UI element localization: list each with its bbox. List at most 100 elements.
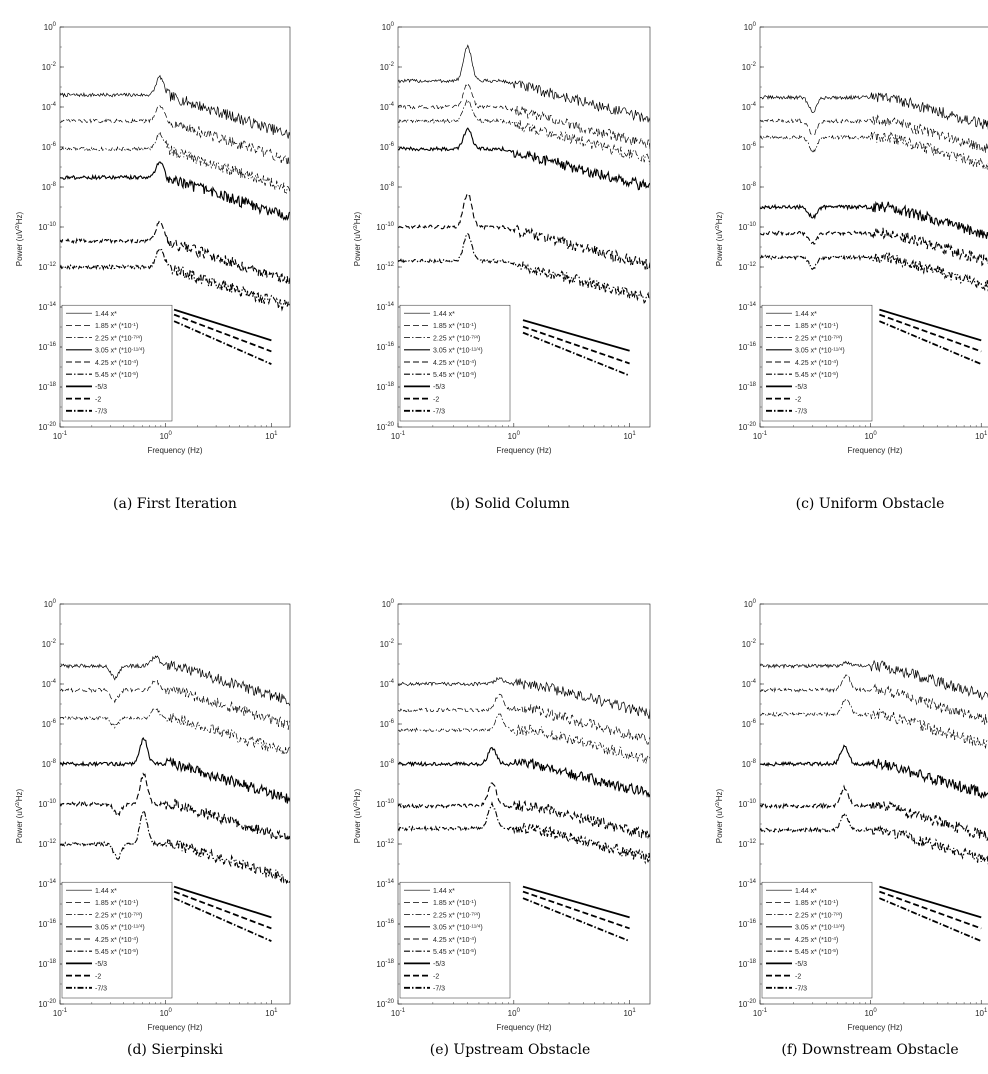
y-tick-label: 10-2 [742, 639, 757, 649]
y-tick-label: 10-4 [742, 102, 757, 112]
reference-slope-line [522, 897, 630, 942]
series-line [760, 227, 988, 267]
y-axis-ticks: 10-20 10-18 10-16 10-14 10-12 10-10 10-8 10-6 10… [738, 22, 764, 432]
legend-label: 1.44 x* [433, 888, 455, 895]
legend-box [61, 881, 173, 999]
legend-label: 2.25 x* (*10-7/4) [795, 334, 842, 343]
reference-slope-line [173, 320, 272, 365]
x-tick-label: 100 [160, 1008, 173, 1018]
reference-slope-line [879, 320, 982, 365]
legend: 1.44 x* 1.85 x* (*10-1) 2.25 x* (*10-7/4) 3… [399, 304, 511, 422]
legend-label: 5.45 x* (*10-5) [795, 948, 838, 957]
legend-label: -7/3 [95, 986, 107, 993]
y-tick-label: 10-14 [38, 302, 56, 312]
y-tick-label: 10-2 [380, 639, 395, 649]
y-axis-label: Power (uV2/Hz) [353, 211, 362, 266]
x-tick-label: 101 [265, 431, 278, 441]
y-tick-label: 10-10 [376, 222, 394, 232]
y-tick-label: 10-10 [38, 799, 56, 809]
chart-panel-d: 10-20 10-18 10-16 10-14 10-12 10-10 10-8 10-6 10… [15, 599, 291, 1032]
y-tick-label: 10-18 [738, 959, 756, 969]
x-axis-label: Frequency (Hz) [147, 446, 202, 455]
x-tick-label: 10-1 [391, 431, 406, 441]
legend-label: 2.25 x* (*10-7/4) [433, 911, 480, 920]
y-tick-label: 10-10 [376, 799, 394, 809]
series-line [60, 706, 290, 756]
y-axis-ticks: 10-20 10-18 10-16 10-14 10-12 10-10 10-8 10-6 10… [376, 22, 402, 432]
y-tick-label: 10-6 [742, 142, 757, 152]
series-line [398, 801, 650, 865]
series-group [760, 92, 988, 292]
legend-label: -7/3 [433, 409, 445, 416]
series-line [398, 782, 650, 840]
legend-label: 1.85 x* (*10-1) [95, 899, 138, 908]
y-tick-label: 10-4 [42, 102, 57, 112]
y-tick-label: 100 [744, 599, 757, 609]
y-tick-label: 10-14 [376, 302, 394, 312]
legend-label: -5/3 [95, 384, 107, 391]
legend-label: -2 [795, 973, 801, 980]
x-axis-ticks: 10-1 100 101 [753, 1000, 988, 1018]
chart-panel-e: 10-20 10-18 10-16 10-14 10-12 10-10 10-8 10-6 10… [353, 599, 651, 1032]
y-tick-label: 10-10 [38, 222, 56, 232]
reference-slope-line [522, 325, 630, 365]
legend: 1.44 x* 1.85 x* (*10-1) 2.25 x* (*10-7/4) 3… [399, 881, 511, 999]
y-tick-label: 100 [44, 22, 57, 32]
legend-label: 3.05 x* (*10-11/4) [433, 923, 483, 932]
y-tick-label: 10-14 [38, 879, 56, 889]
y-tick-label: 10-2 [742, 62, 757, 72]
reference-slope-line [879, 308, 982, 342]
x-tick-label: 100 [864, 1008, 877, 1018]
reference-slope-line [879, 890, 982, 930]
legend: 1.44 x* 1.85 x* (*10-1) 2.25 x* (*10-7/4) 3… [761, 304, 873, 422]
reference-slope-line [173, 313, 272, 353]
x-tick-label: 100 [864, 431, 877, 441]
series-line [60, 655, 290, 707]
x-axis-label: Frequency (Hz) [147, 1023, 202, 1032]
y-tick-label: 10-16 [738, 342, 756, 352]
y-tick-label: 10-2 [380, 62, 395, 72]
y-tick-label: 10-18 [376, 959, 394, 969]
y-tick-label: 10-20 [376, 999, 394, 1009]
series-line [760, 812, 988, 865]
x-tick-label: 101 [265, 1008, 278, 1018]
y-tick-label: 10-8 [42, 759, 57, 769]
legend-label: 4.25 x* (*10-4) [795, 358, 838, 367]
y-tick-label: 10-2 [42, 639, 57, 649]
series-line [60, 772, 290, 841]
legend: 1.44 x* 1.85 x* (*10-1) 2.25 x* (*10-7/4) 3… [761, 881, 873, 999]
series-group [398, 676, 650, 865]
series-line [760, 114, 988, 154]
legend-label: 1.44 x* [433, 311, 455, 318]
legend-label: -2 [433, 396, 439, 403]
legend-label: 2.25 x* (*10-7/4) [95, 334, 142, 343]
y-tick-label: 100 [44, 599, 57, 609]
chart-panel-c: 10-20 10-18 10-16 10-14 10-12 10-10 10-8 10-6 10… [715, 22, 988, 455]
legend-box [61, 304, 173, 422]
y-axis-label: Power (uV2/Hz) [353, 788, 362, 843]
series-line [398, 99, 650, 165]
series-line [760, 744, 988, 799]
panel-caption: (f) Downstream Obstacle [781, 1042, 958, 1058]
y-tick-label: 10-18 [376, 382, 394, 392]
legend-box [761, 881, 873, 999]
y-tick-label: 10-20 [38, 999, 56, 1009]
legend-label: -7/3 [433, 986, 445, 993]
x-tick-label: 10-1 [53, 1008, 68, 1018]
series-line [760, 92, 988, 131]
series-line [60, 679, 290, 730]
panel-caption: (b) Solid Column [450, 496, 570, 512]
legend-label: -7/3 [795, 986, 807, 993]
legend-label: 5.45 x* (*10-5) [433, 371, 476, 380]
series-line [398, 746, 650, 798]
series-group [760, 659, 988, 865]
x-tick-label: 101 [623, 1008, 636, 1018]
legend-label: 3.05 x* (*10-11/4) [95, 923, 145, 932]
y-axis-ticks: 10-20 10-18 10-16 10-14 10-12 10-10 10-8 10-6 10… [38, 22, 64, 432]
legend-label: 1.85 x* (*10-1) [795, 899, 838, 908]
y-axis-ticks: 10-20 10-18 10-16 10-14 10-12 10-10 10-8 10-6 10… [738, 599, 764, 1009]
y-tick-label: 10-4 [742, 679, 757, 689]
y-tick-label: 10-6 [380, 719, 395, 729]
y-tick-label: 10-10 [738, 799, 756, 809]
x-tick-label: 10-1 [53, 431, 68, 441]
